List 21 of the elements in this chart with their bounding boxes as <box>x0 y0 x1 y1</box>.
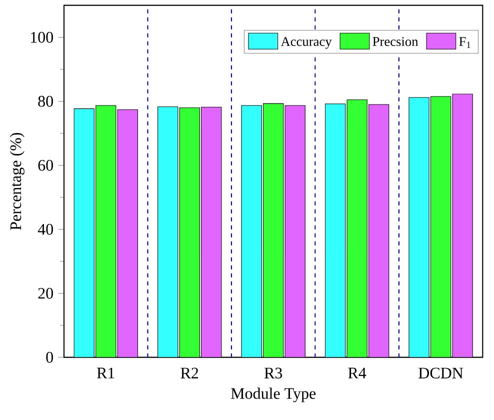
bar <box>346 99 368 358</box>
x-tick-label: R1 <box>96 368 114 378</box>
x-tick-label: R2 <box>180 368 198 378</box>
bar <box>179 107 200 358</box>
bar <box>263 103 284 358</box>
y-tick-label: 60 <box>38 160 53 171</box>
y-tick-label: 100 <box>31 32 53 43</box>
y-tick-label: 20 <box>38 288 53 299</box>
bar <box>96 105 116 358</box>
x-tick-label: R4 <box>348 368 366 378</box>
y-tick-label: 80 <box>38 96 53 107</box>
y-tick-label: 0 <box>46 352 53 363</box>
y-axis-title: Percentage (%) <box>10 132 24 230</box>
x-axis-title: Module Type <box>231 388 316 402</box>
y-tick-label: 40 <box>38 224 53 235</box>
legend-label: Precsion <box>372 37 418 46</box>
x-tick-label: DCDN <box>418 368 464 378</box>
x-tick-label: R3 <box>264 368 282 378</box>
bar <box>430 96 452 358</box>
legend-label: Accuracy <box>280 37 332 49</box>
legend-label: F$_{1}$ <box>459 37 470 48</box>
